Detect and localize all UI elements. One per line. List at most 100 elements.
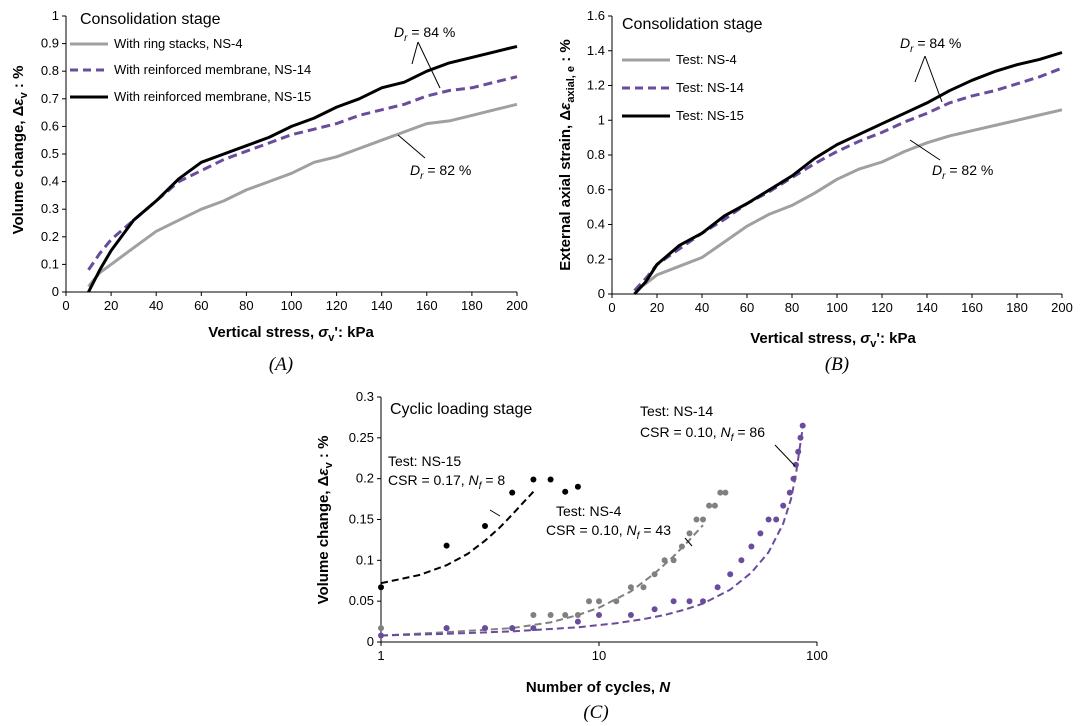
chart-c-point-2 — [482, 625, 488, 632]
chart-b-annotation-dr84: Dr = 84 % — [900, 35, 961, 55]
chart-b-x-tick-label: 60 — [740, 300, 754, 315]
chart-b-annotation-dr84-leader-2 — [924, 55, 943, 103]
chart-c-point-1 — [530, 612, 537, 618]
chart-b-x-tick-label: 120 — [871, 300, 893, 315]
chart-a-annotation-dr82-leader — [397, 134, 426, 159]
chart-a-x-tick-label: 200 — [506, 298, 528, 313]
chart-c-point-1 — [596, 598, 602, 605]
chart-b-y-tick-label: 0.4 — [587, 217, 605, 232]
chart-b-x-tick-label: 140 — [916, 300, 938, 315]
chart-c-axes: 1 10 100 0 0.05 0.1 0.15 0.2 0.25 0.3 — [349, 389, 828, 663]
chart-c-x-tick-label: 1 — [377, 648, 384, 663]
chart-a-x-tick-label: 20 — [104, 298, 118, 313]
chart-a-title: Consolidation stage — [80, 11, 221, 28]
chart-c-point-1 — [706, 502, 713, 509]
chart-c-point-1 — [613, 598, 620, 605]
chart-c-annotation-ns4-line2: CSR = 0.10, Nf = 43 — [546, 522, 671, 542]
chart-b-series-line-2 — [633, 51, 1063, 296]
chart-c-point-2 — [686, 598, 693, 605]
chart-b-x-tick-label: 200 — [1051, 300, 1073, 315]
chart-a-legend-label-1: With reinforced membrane, NS-14 — [114, 62, 311, 77]
chart-a-x-tick-label: 160 — [416, 298, 438, 313]
chart-c-point-2 — [797, 434, 804, 441]
chart-a-x-tick-label: 40 — [149, 298, 163, 313]
chart-c-point-1 — [547, 612, 554, 618]
chart-c-title: Cyclic loading stage — [390, 401, 532, 418]
chart-b-ylabel: External axial strain, Δεaxial, e : % — [557, 39, 577, 270]
chart-c-point-1 — [627, 584, 634, 591]
chart-c-point-2 — [786, 489, 793, 496]
chart-a-x-tick-label: 60 — [194, 298, 208, 313]
chart-a-xlabel: Vertical stress, σv': kPa — [208, 324, 374, 344]
chart-c-point-2 — [780, 502, 787, 509]
chart-c-annotation-ns15-line2: CSR = 0.17, Nf = 8 — [388, 472, 505, 492]
chart-b-panel-label: (B) — [825, 354, 849, 375]
chart-c-annotation-ns4-line1: Test: NS-4 — [556, 503, 622, 519]
chart-a-y-tick-label: 0.4 — [41, 174, 59, 189]
chart-b-series — [633, 51, 1063, 296]
chart-a-y-tick-label: 0.8 — [41, 63, 59, 78]
chart-a-annotation-dr84-leader-1 — [411, 41, 419, 65]
chart-a-y-tick-label: 0.9 — [41, 36, 59, 51]
chart-a-y-tick-label: 0.2 — [41, 229, 59, 244]
chart-c-ylabel: Volume change, Δεv : % — [315, 436, 335, 605]
chart-b-title: Consolidation stage — [622, 16, 763, 33]
chart-c-x-tick-label: 10 — [592, 648, 606, 663]
chart-c-point-2 — [530, 625, 537, 632]
chart-c-point-0 — [530, 476, 537, 483]
chart-a-annotation-dr82: Dr = 82 % — [410, 162, 471, 182]
chart-a-y-tick-label: 1 — [52, 8, 59, 23]
chart-b-y-tick-label: 1.2 — [587, 78, 605, 93]
chart-c-point-0 — [574, 483, 581, 490]
chart-a-y-tick-label: 0.1 — [41, 256, 59, 271]
chart-c-point-2 — [738, 557, 745, 564]
chart-c: 1 10 100 0 0.05 0.1 0.15 0.2 0.25 0.3 Cyclic load… — [315, 389, 828, 723]
chart-a-x-tick-label: 100 — [281, 298, 303, 313]
chart-c-point-0 — [443, 542, 450, 549]
chart-c-y-tick-label: 0 — [367, 634, 374, 649]
chart-b-y-tick-label: 1 — [598, 112, 605, 127]
chart-b-x-tick-label: 40 — [695, 300, 709, 315]
chart-b: 0 20 40 60 80 100 120 140 160 180 200 0 0.2 0.4 0.6 0.8… — [557, 8, 1073, 375]
chart-c-point-2 — [799, 422, 806, 429]
chart-c-point-1 — [678, 543, 685, 550]
chart-c-point-1 — [574, 612, 581, 618]
chart-b-x-tick-label: 180 — [1006, 300, 1028, 315]
chart-b-x-tick-label: 160 — [961, 300, 983, 315]
chart-a-y-tick-label: 0.6 — [41, 118, 59, 133]
chart-a-x-tick-label: 140 — [371, 298, 393, 313]
chart-c-fit-line-0 — [380, 491, 535, 585]
chart-c-annotation-ns14-line1: Test: NS-14 — [640, 403, 713, 419]
chart-c-fit-line-1 — [380, 524, 704, 637]
chart-b-x-tick-label: 0 — [608, 300, 615, 315]
chart-a-annotation-dr84: Dr = 84 % — [394, 24, 455, 44]
chart-c-panel-label: (C) — [583, 702, 608, 723]
chart-c-point-2 — [757, 530, 764, 537]
chart-c-point-2 — [596, 612, 602, 618]
chart-a: 0 20 40 60 80 100 120 140 160 180 200 0 0.1 0.2 0.3 0.4… — [10, 8, 528, 375]
chart-c-y-tick-label: 0.1 — [356, 552, 374, 567]
chart-b-x-tick-label: 20 — [650, 300, 664, 315]
chart-b-y-tick-label: 1.4 — [587, 43, 605, 58]
chart-a-legend-label-2: With reinforced membrane, NS-15 — [114, 89, 311, 104]
chart-c-point-2 — [378, 632, 384, 639]
chart-c-y-tick-label: 0.25 — [349, 430, 374, 445]
chart-c-point-2 — [795, 448, 802, 455]
chart-c-point-2 — [773, 516, 780, 523]
chart-b-y-tick-label: 0.8 — [587, 147, 605, 162]
chart-c-point-1 — [586, 598, 592, 605]
chart-c-point-1 — [722, 489, 729, 496]
chart-b-y-tick-label: 1.6 — [587, 8, 605, 23]
chart-a-series-line-2 — [87, 44, 518, 293]
chart-c-point-2 — [727, 571, 734, 578]
chart-c-point-1 — [562, 612, 569, 618]
chart-b-x-tick-label: 100 — [826, 300, 848, 315]
chart-c-point-2 — [714, 584, 721, 591]
chart-a-panel-label: (A) — [269, 354, 293, 375]
chart-c-point-2 — [765, 516, 772, 523]
chart-a-y-tick-label: 0.5 — [41, 146, 59, 161]
chart-c-point-2 — [627, 612, 634, 618]
chart-c-annotation-ns4-leader — [684, 537, 693, 547]
chart-c-point-1 — [670, 557, 677, 564]
